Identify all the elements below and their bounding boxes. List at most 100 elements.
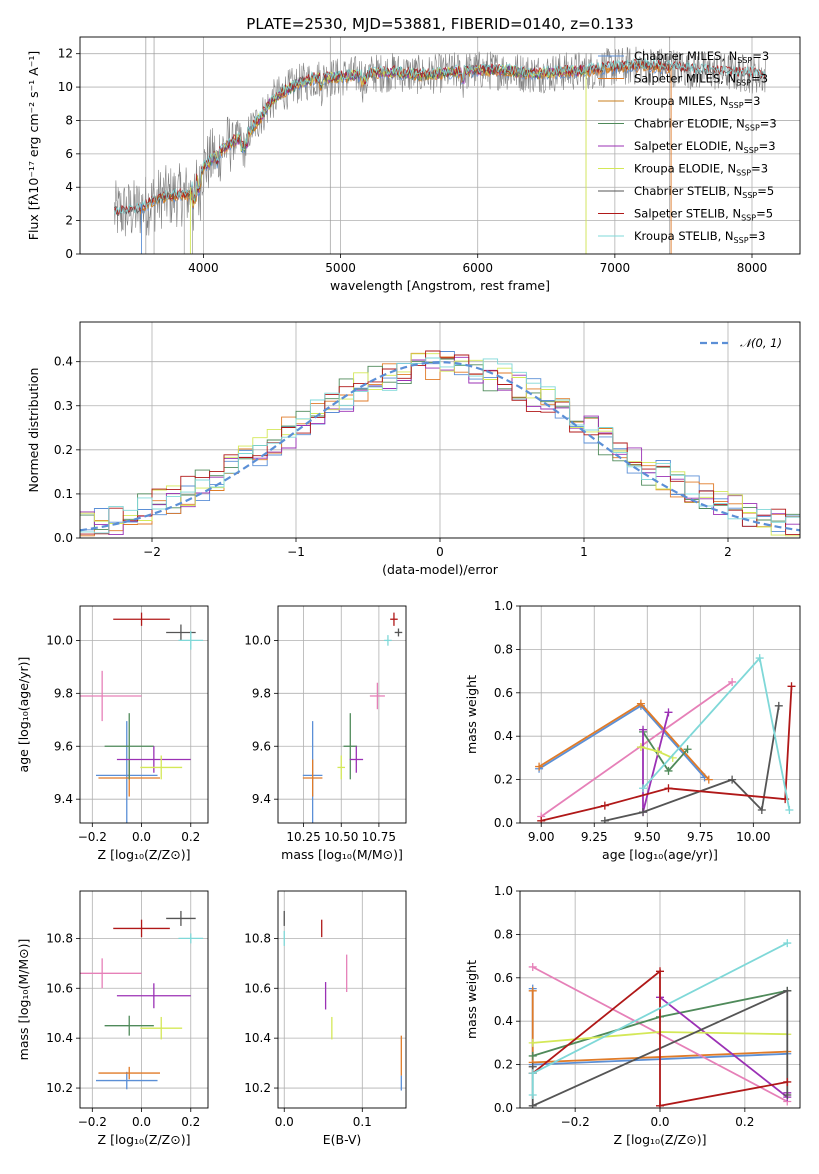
mass-weight-marker	[755, 654, 764, 663]
mass-weight-marker	[537, 816, 546, 823]
legend-label: Kroupa STELIB, NSSP=3	[634, 229, 765, 245]
plot-area-mass-weight-vs-age	[520, 606, 800, 823]
y-tick-label: 10	[58, 80, 73, 94]
ticks-mass-vs-Z: −0.2 0.0 0.2 10.2 10.4 10.6 10.8	[46, 931, 200, 1129]
y-axis-label: mass weight	[464, 960, 479, 1039]
y-axis-label: Normed distribution	[26, 368, 41, 493]
y-tick-label: 10.8	[244, 931, 271, 945]
ticks-mass-weight-vs-Z: −0.2 0.0 0.2 0.0 0.2 0.4 0.6 0.8 1.0	[494, 884, 754, 1129]
axes-age-vs-Z: −0.2 0.0 0.2 9.4 9.6 9.8 10.0 Z [log₁₀(Z/Z⊙)] ag…	[16, 605, 209, 862]
mass-weight-marker	[639, 725, 648, 734]
mass-weight-marker	[704, 775, 713, 784]
y-tick-label: 0.6	[494, 971, 513, 985]
y-tick-label: 10.6	[46, 981, 73, 995]
mass-weight-marker	[528, 1069, 537, 1078]
x-tick-label: 7000	[600, 261, 631, 275]
errorbar-point	[98, 1066, 160, 1080]
mass-weight-marker	[774, 701, 783, 710]
x-tick-label: −0.2	[78, 830, 107, 844]
ticks-spectrum: 4000 5000 6000 7000 8000 0 2 4 6 8 10 12	[58, 47, 768, 275]
mass-weight-marker	[783, 1077, 792, 1086]
y-tick-label: 0.2	[494, 1058, 513, 1072]
mass-weight-marker	[656, 1101, 664, 1108]
axes-residuals: −2 −1 0 1 2 0.0 0.1 0.2 0.3 0.4 (data-model)/error…	[26, 321, 801, 577]
x-axis-label: (data-model)/error	[382, 562, 499, 577]
axes-spectrum: 4000 5000 6000 7000 8000 0 2 4 6 8 10 12 wavelength …	[26, 36, 801, 293]
ticks-age-vs-Z: −0.2 0.0 0.2 9.4 9.6 9.8 10.0	[46, 633, 200, 844]
x-tick-label: 9.50	[634, 830, 661, 844]
y-tick-label: 10.2	[46, 1081, 73, 1095]
y-tick-label: 6	[65, 147, 73, 161]
residuals-legend: 𝒩(0, 1)	[700, 336, 782, 350]
x-tick-label: −0.2	[78, 1115, 107, 1129]
x-tick-label: 0.2	[735, 1115, 754, 1129]
x-tick-label: −2	[143, 545, 161, 559]
y-tick-label: 0.4	[54, 355, 73, 369]
x-tick-label: 8000	[737, 261, 768, 275]
mass-weight-marker	[528, 986, 537, 995]
mass-weight-marker	[783, 1090, 792, 1099]
figure-title: PLATE=2530, MJD=53881, FIBERID=0140, z=0…	[246, 15, 633, 33]
y-axis-label: Flux [fλ10⁻¹⁷ erg cm⁻² s⁻¹ A⁻¹]	[26, 51, 41, 240]
legend-label: Chabrier STELIB, NSSP=5	[634, 184, 774, 200]
y-tick-label: 0.8	[494, 642, 513, 656]
x-tick-label: 10.00	[736, 830, 770, 844]
y-tick-label: 0.4	[494, 1014, 513, 1028]
errorbar-point	[178, 631, 204, 650]
observed-spectrum-line	[114, 46, 766, 237]
plot-area-residuals	[80, 322, 800, 538]
x-tick-label: 10.50	[324, 830, 358, 844]
axes-frame-spectrum	[79, 36, 801, 255]
plot-area-spectrum	[80, 37, 800, 254]
x-tick-label: 0	[436, 545, 444, 559]
mass-weight-marker	[528, 1051, 537, 1060]
errorbar-point	[96, 1071, 158, 1090]
grid-age-vs-Z	[80, 606, 208, 823]
x-tick-label: −1	[287, 545, 305, 559]
y-tick-label: 2	[65, 214, 73, 228]
plot-area-mass-vs-Z	[80, 891, 208, 1108]
x-tick-label: 9.00	[528, 830, 555, 844]
y-tick-label: 10.8	[46, 931, 73, 945]
model-spectrum-line	[113, 59, 766, 215]
y-tick-label: 0.0	[494, 1101, 513, 1115]
histogram-step-line	[80, 357, 800, 538]
errorbar-point	[104, 713, 154, 780]
errorbar-point	[394, 628, 403, 637]
mass-weight-marker	[636, 743, 645, 752]
plot-area-mass-weight-vs-Z	[520, 891, 800, 1108]
y-tick-label: 9.8	[54, 686, 73, 700]
y-axis-label: mass [log₁₀(M/M⊙)]	[16, 939, 31, 1061]
ticks-residuals: −2 −1 0 1 2 0.0 0.1 0.2 0.3 0.4	[54, 355, 732, 559]
legend-label: Kroupa MILES, NSSP=3	[634, 94, 760, 110]
y-tick-label: 4	[65, 180, 73, 194]
y-tick-label: 0.2	[54, 443, 73, 457]
mass-weight-marker	[787, 682, 796, 691]
legend-label: Chabrier ELODIE, NSSP=3	[634, 117, 777, 133]
axes-frame-age-vs-Z	[79, 605, 209, 824]
errorbar-point	[384, 635, 392, 646]
legend-label: Salpeter MILES, NSSP=3	[634, 72, 768, 88]
errorbar-point	[337, 755, 346, 780]
y-tick-label: 12	[58, 47, 73, 61]
mass-weight-marker	[664, 708, 673, 717]
x-axis-label: age [log₁₀(age/yr)]	[602, 847, 718, 862]
model-spectrum-line	[114, 59, 766, 217]
x-tick-label: 6000	[462, 261, 493, 275]
plot-area-age-vs-mass	[278, 606, 406, 823]
errorbar-point	[116, 983, 191, 1009]
grid-mass-weight-vs-age	[520, 606, 800, 823]
x-tick-label: 10.75	[362, 830, 396, 844]
axes-mass-vs-ebv: 0.0 0.1 10.2 10.4 10.6 10.8 E(B-V)	[244, 890, 407, 1147]
mass-weight-marker	[656, 967, 664, 976]
grid-mass-vs-ebv	[278, 891, 406, 1108]
axes-mass-weight-vs-Z: −0.2 0.0 0.2 0.0 0.2 0.4 0.6 0.8 1.0 Z [log₁₀(Z/Z…	[464, 884, 801, 1147]
errorbar-point	[390, 612, 398, 626]
legend-label: Salpeter ELODIE, NSSP=3	[634, 139, 776, 155]
x-axis-label: wavelength [Angstrom, rest frame]	[330, 278, 550, 293]
y-tick-label: 10.4	[244, 1031, 271, 1045]
mass-weight-marker	[783, 939, 792, 948]
mass-weight-marker	[535, 762, 544, 771]
x-tick-label: 0.0	[132, 1115, 151, 1129]
